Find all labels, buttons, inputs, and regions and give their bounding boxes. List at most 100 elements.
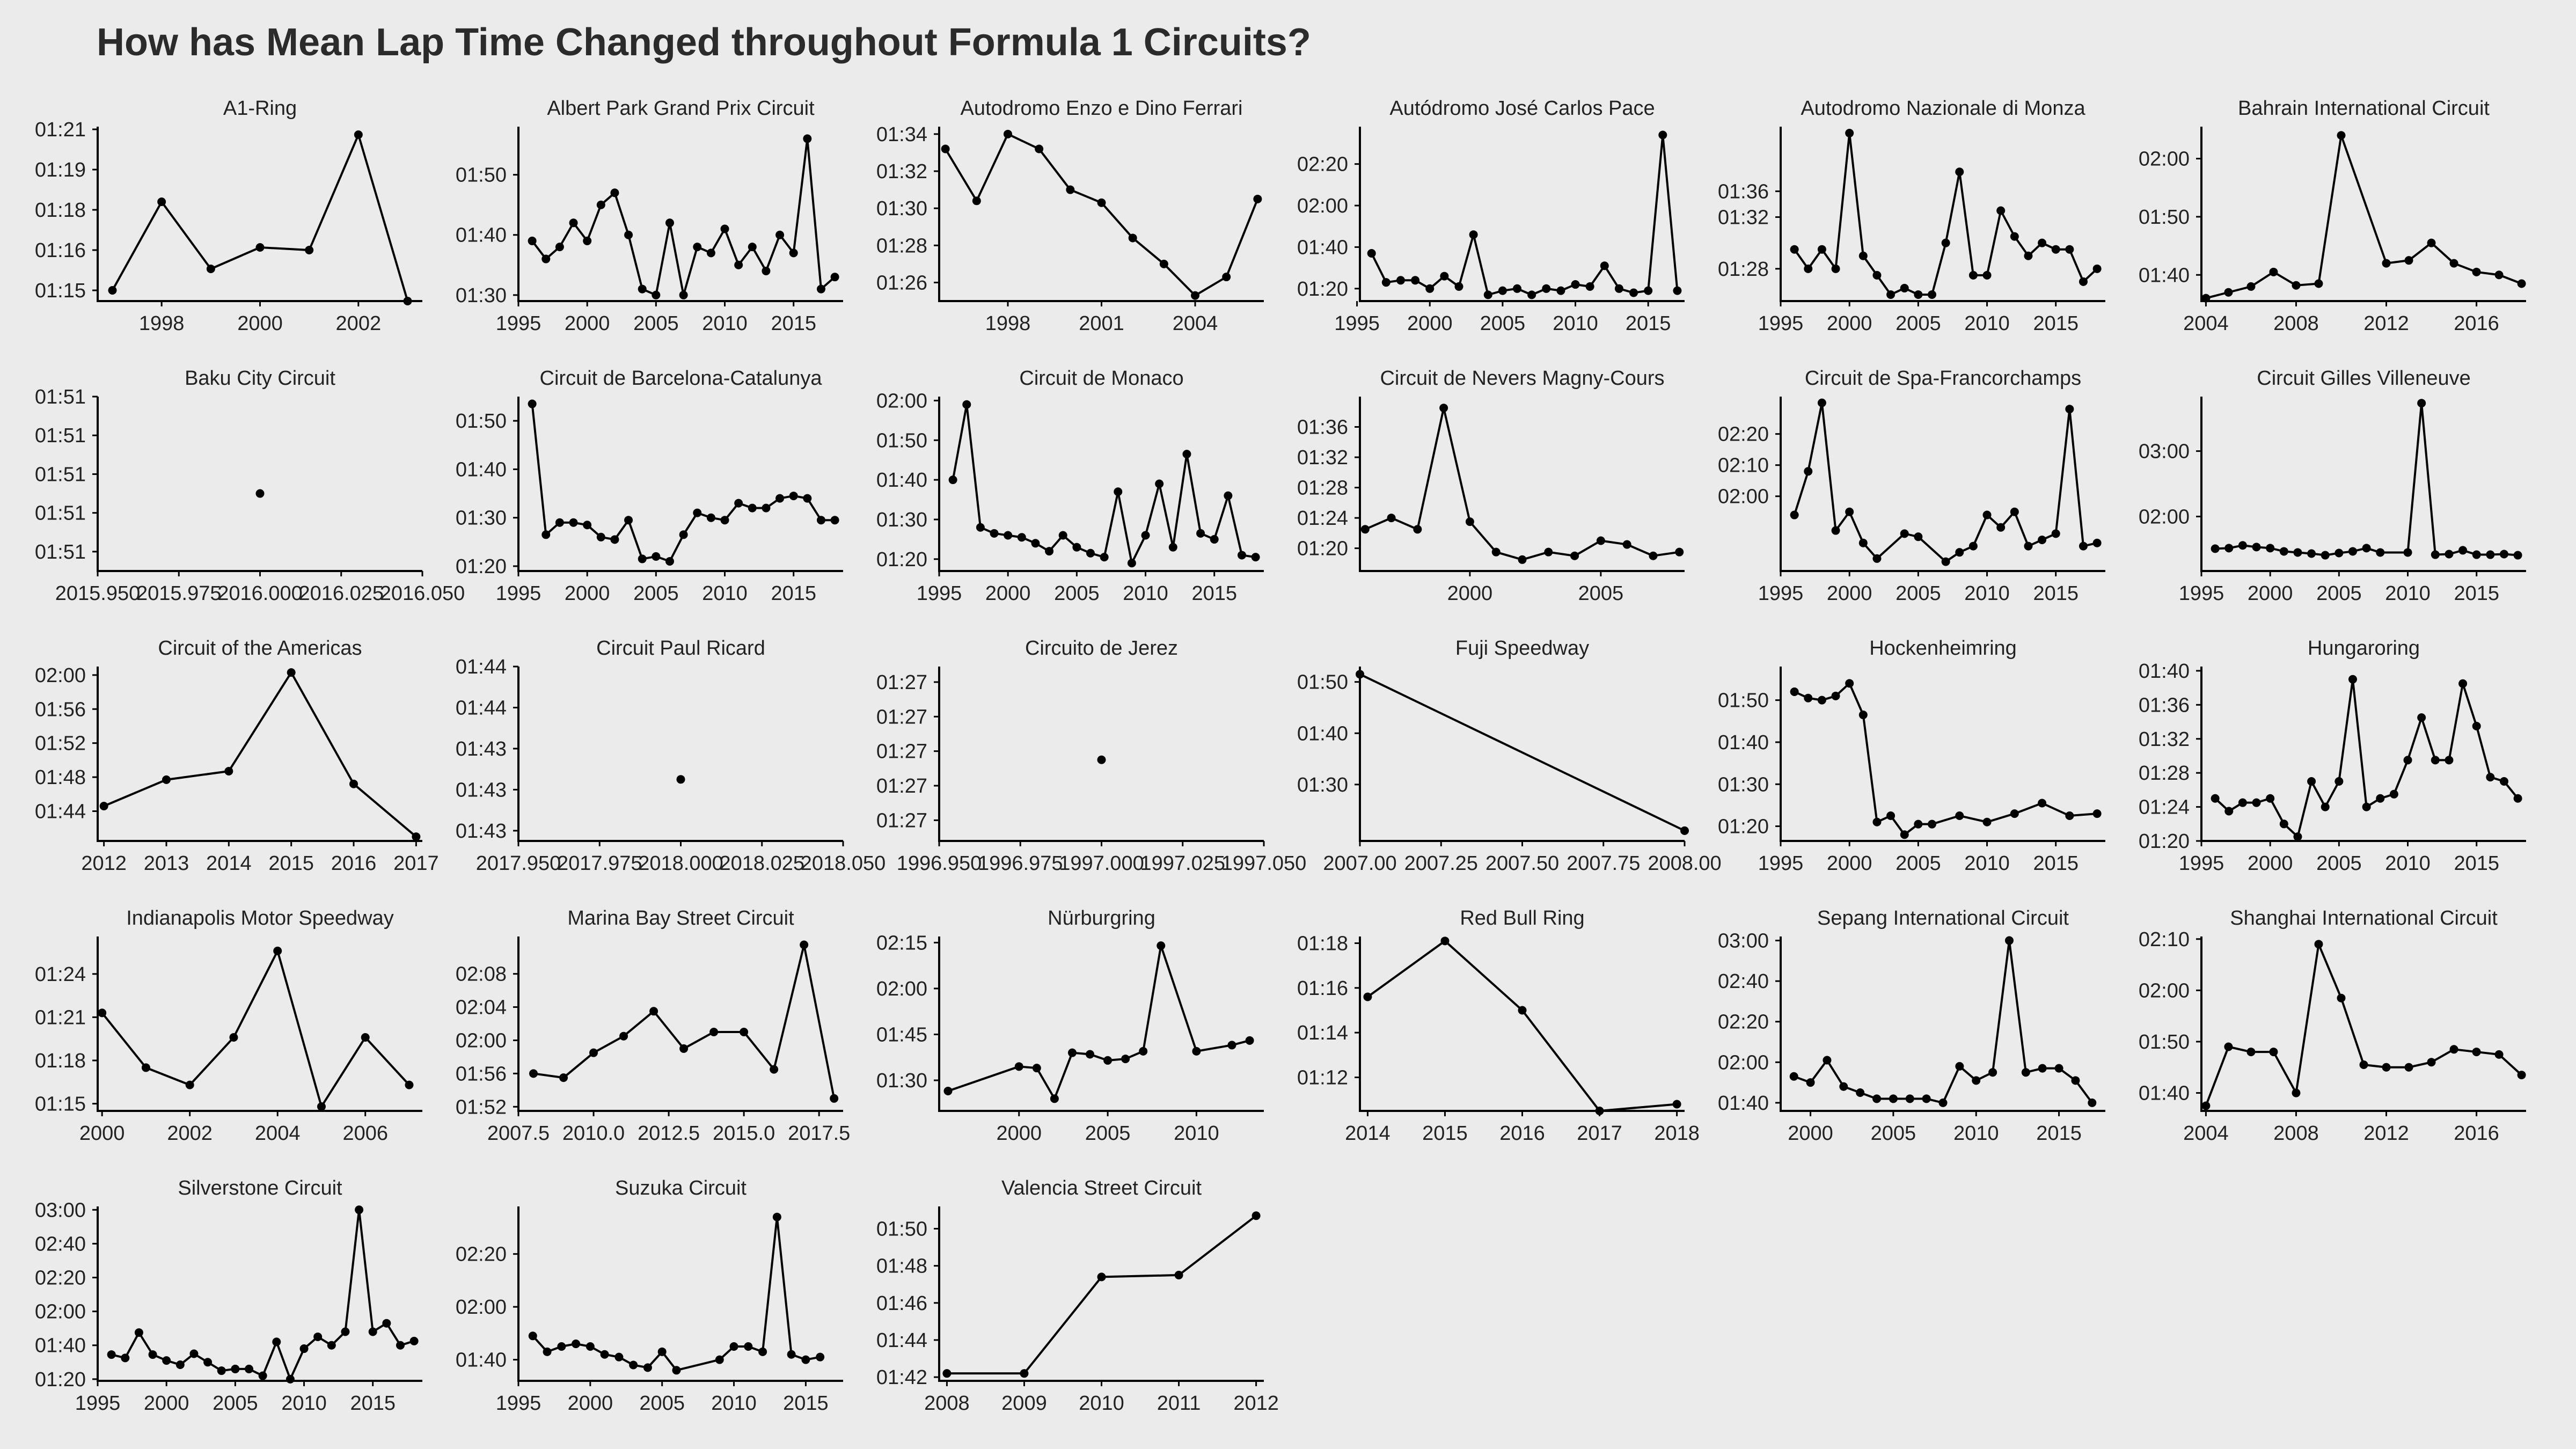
data-point — [610, 535, 619, 544]
y-tick-label: 01:27 — [876, 775, 927, 797]
y-tick-label: 01:15 — [35, 280, 86, 302]
data-point — [2417, 399, 2426, 408]
y-tick-label: 01:34 — [876, 123, 927, 146]
data-point — [2038, 1064, 2047, 1073]
series-line — [944, 133, 1259, 297]
x-tick-label: 2008 — [2273, 1122, 2319, 1145]
data-point — [1914, 532, 1923, 541]
data-point — [1968, 541, 1978, 551]
x-tick-label: 1995 — [1758, 852, 1804, 875]
data-point — [405, 1080, 414, 1089]
y-tick-label: 01:28 — [1297, 477, 1348, 500]
x-tick-label: 1995 — [2179, 582, 2224, 605]
x-tick-label: 2015.975 — [136, 582, 222, 605]
data-point — [1595, 1107, 1604, 1115]
data-point — [2486, 773, 2495, 782]
panel-title: Circuit de Nevers Magny-Cours — [1380, 367, 1664, 390]
data-point — [572, 1340, 581, 1349]
x-tick-label: 2015 — [268, 852, 314, 875]
y-tick-label: 01:40 — [35, 1335, 86, 1357]
data-point — [555, 518, 564, 527]
data-point — [1804, 264, 1813, 273]
data-point — [1245, 1036, 1254, 1045]
y-tick-label: 02:10 — [2139, 928, 2190, 951]
data-point — [1367, 249, 1376, 258]
data-point — [1955, 1062, 1964, 1071]
data-point — [1817, 245, 1826, 254]
panel-title: Autodromo Nazionale di Monza — [1801, 97, 2085, 120]
panel-marina-bay-street-circuit: Marina Bay Street Circuit 01:52 01:56 02:00… — [456, 907, 850, 1145]
data-point — [2403, 756, 2412, 765]
axis-lines — [938, 127, 1264, 302]
series-line — [1364, 407, 1680, 561]
data-point — [2449, 1045, 2458, 1054]
y-tick-label: 01:44 — [35, 801, 86, 823]
data-point — [1872, 817, 1882, 826]
x-tick-label: 2005 — [633, 312, 679, 335]
data-point — [1823, 1056, 1832, 1065]
y-tick-label: 01:18 — [35, 199, 86, 222]
data-point — [1927, 819, 1936, 829]
x-tick-label: 2000 — [1827, 852, 1872, 875]
data-point — [629, 1360, 638, 1370]
data-point — [803, 134, 812, 143]
y-tick-label: 01:12 — [1297, 1067, 1348, 1089]
data-point — [830, 516, 839, 525]
x-tick-label: 2015.0 — [713, 1122, 775, 1145]
axis-lines — [1359, 127, 1685, 302]
data-point — [157, 197, 166, 206]
data-point — [1790, 245, 1799, 254]
panel-autodromo-nazionale-di-monza: Autodromo Nazionale di Monza 01:28 01:32 01… — [1718, 97, 2105, 335]
data-point — [596, 532, 605, 541]
data-point — [596, 200, 605, 209]
data-point — [1585, 282, 1594, 291]
data-point — [255, 489, 265, 498]
panel-valencia-street-circuit: Valencia Street Circuit 01:42 01:44 01:46 01… — [876, 1177, 1279, 1415]
y-tick-label: 03:00 — [35, 1199, 86, 1221]
y-tick-label: 02:20 — [1297, 153, 1348, 176]
data-point — [2293, 832, 2302, 841]
data-point — [744, 1342, 753, 1351]
x-tick-label: 2010 — [1964, 312, 2010, 335]
y-tick-label: 01:36 — [1718, 180, 1769, 203]
data-point — [816, 1352, 825, 1362]
x-tick-label: 2005 — [1871, 1122, 1916, 1145]
data-point — [2071, 1076, 2080, 1085]
data-point — [2269, 267, 2278, 276]
data-point — [1941, 238, 1950, 247]
data-point — [1790, 687, 1799, 696]
data-point — [706, 513, 715, 522]
data-point — [2348, 675, 2357, 684]
y-tick-label: 01:50 — [456, 410, 507, 433]
x-tick-label: 2017 — [393, 852, 439, 875]
panel-title: Silverstone Circuit — [178, 1177, 342, 1199]
data-point — [175, 1360, 185, 1370]
data-point — [762, 266, 771, 275]
data-point — [2088, 1098, 2097, 1107]
data-point — [2010, 809, 2019, 818]
y-tick-label: 01:20 — [1297, 538, 1348, 560]
data-point — [2201, 1101, 2211, 1110]
data-point — [1996, 523, 2006, 532]
series-line — [101, 948, 410, 1109]
series-line — [531, 138, 836, 297]
y-tick-label: 01:50 — [876, 429, 927, 452]
panel-circuit-de-barcelona-catalunya: Circuit de Barcelona-Catalunya 01:20 01:30… — [456, 367, 843, 605]
x-tick-label: 2005 — [213, 1392, 258, 1415]
data-point — [1839, 1082, 1848, 1091]
data-point — [1614, 284, 1623, 293]
data-point — [1411, 276, 1420, 285]
y-tick-label: 01:51 — [35, 463, 86, 486]
data-point — [2038, 535, 2047, 544]
data-point — [1570, 551, 1579, 560]
data-point — [1542, 284, 1551, 293]
x-tick-label: 2015 — [2036, 1122, 2082, 1145]
data-point — [1872, 1094, 1882, 1103]
panel-circuit-of-the-americas: Circuit of the Americas 01:44 01:48 01:52 01… — [35, 637, 439, 875]
y-tick-label: 01:32 — [876, 160, 927, 183]
data-point — [2321, 802, 2330, 811]
data-point — [2337, 131, 2346, 140]
panel-title: Circuit Gilles Villeneuve — [2257, 367, 2470, 390]
x-tick-label: 2009 — [1001, 1392, 1047, 1415]
data-point — [108, 286, 117, 295]
